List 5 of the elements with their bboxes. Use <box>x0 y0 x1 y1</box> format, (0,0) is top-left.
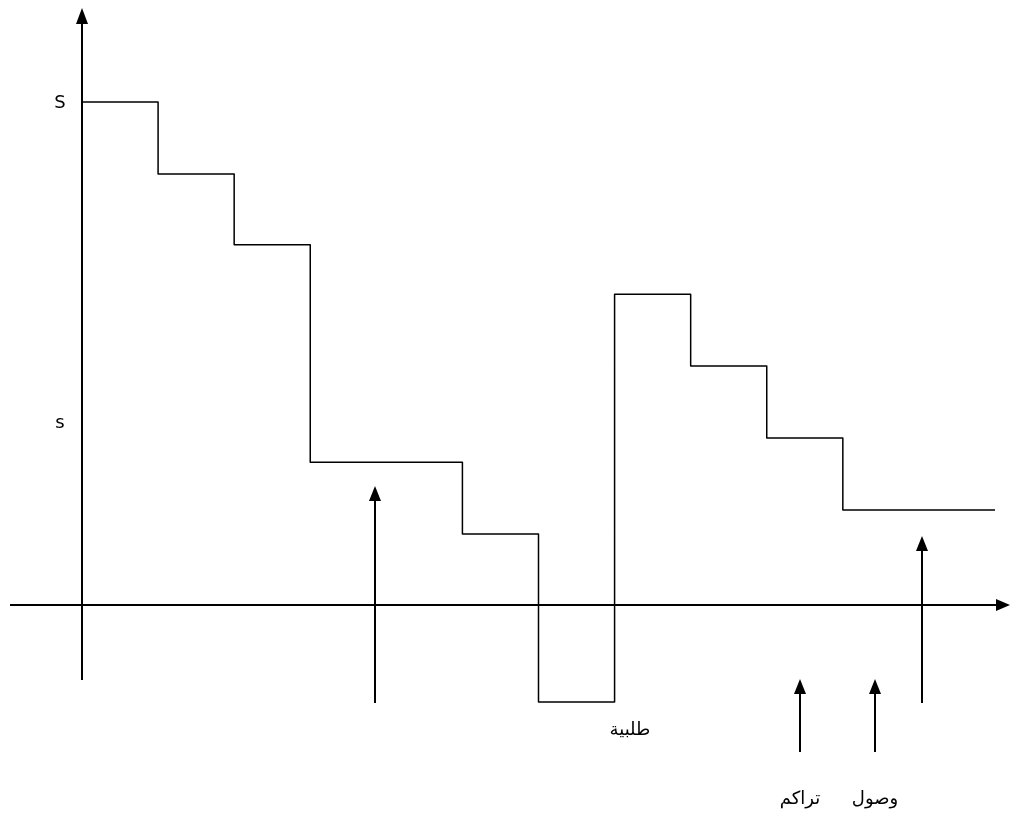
annotation: s <box>55 411 65 432</box>
annotation: تراكم <box>779 787 821 808</box>
annotation: S <box>54 91 66 112</box>
annotation: وصول <box>851 787 899 808</box>
annotation: طلبية <box>609 718 651 739</box>
